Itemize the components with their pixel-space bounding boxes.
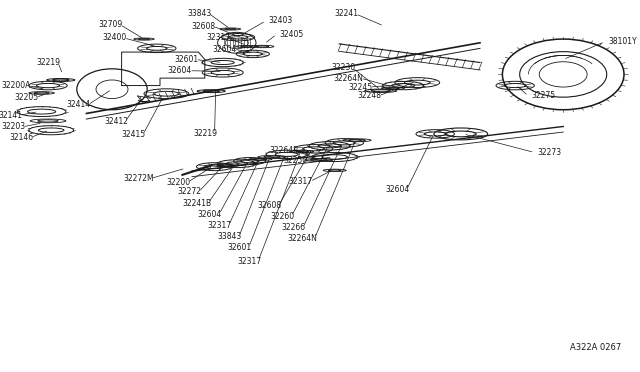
Text: 32709: 32709 <box>99 20 123 29</box>
Text: 32200A: 32200A <box>1 81 31 90</box>
Text: 32601: 32601 <box>174 55 198 64</box>
Text: 32245: 32245 <box>348 83 372 92</box>
Text: 38101Y: 38101Y <box>608 37 637 46</box>
Text: 32412: 32412 <box>104 117 128 126</box>
Text: 32146: 32146 <box>9 133 33 142</box>
Text: 32273: 32273 <box>538 148 562 157</box>
Text: 32264P: 32264P <box>269 146 298 155</box>
Text: 32317: 32317 <box>206 33 230 42</box>
Text: 32275: 32275 <box>531 92 556 100</box>
Text: 32272: 32272 <box>178 187 202 196</box>
Text: 32260: 32260 <box>270 212 294 221</box>
Text: 32608: 32608 <box>257 201 282 210</box>
Text: 32272M: 32272M <box>123 174 154 183</box>
Text: 32141: 32141 <box>0 111 22 120</box>
Text: 32405: 32405 <box>280 30 304 39</box>
Text: 32604: 32604 <box>385 185 410 194</box>
Text: 32250: 32250 <box>283 156 307 165</box>
Text: 32241: 32241 <box>335 9 358 18</box>
Text: 32264N: 32264N <box>333 74 364 83</box>
Text: 32317: 32317 <box>289 177 313 186</box>
Text: 32415: 32415 <box>122 130 146 139</box>
Text: 32604: 32604 <box>168 66 192 75</box>
Text: 32403: 32403 <box>269 16 293 25</box>
Text: 32317: 32317 <box>207 221 232 230</box>
Text: A322A 0267: A322A 0267 <box>570 343 621 352</box>
Text: 32400: 32400 <box>102 33 127 42</box>
Text: 32219: 32219 <box>194 129 218 138</box>
Text: 32230: 32230 <box>331 63 355 72</box>
Text: 32248: 32248 <box>357 92 381 100</box>
Text: 32604: 32604 <box>198 210 222 219</box>
Text: 32601: 32601 <box>227 243 252 252</box>
Text: 32317: 32317 <box>237 257 261 266</box>
Text: 32205: 32205 <box>14 93 38 102</box>
Text: 32608: 32608 <box>191 22 216 31</box>
Text: 32203: 32203 <box>1 122 26 131</box>
Text: 32266: 32266 <box>282 223 306 232</box>
Text: 32219: 32219 <box>36 58 61 67</box>
Text: 32200: 32200 <box>166 178 191 187</box>
Text: 32264N: 32264N <box>287 234 317 243</box>
Text: 33843: 33843 <box>218 232 242 241</box>
Text: 32241B: 32241B <box>182 199 211 208</box>
Text: 32604: 32604 <box>212 45 237 54</box>
Text: 33843: 33843 <box>187 9 211 17</box>
Text: 32414: 32414 <box>67 100 91 109</box>
